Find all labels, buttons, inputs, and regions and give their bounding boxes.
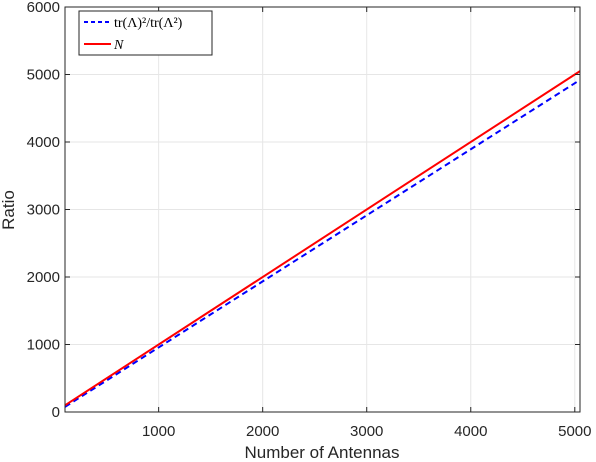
x-axis-ticks: 1000 2000 3000 4000 5000 bbox=[142, 7, 591, 440]
series-line-1 bbox=[64, 70, 581, 407]
x-axis-label: Number of Antennas bbox=[245, 443, 400, 462]
x-tick-label: 3000 bbox=[350, 423, 383, 440]
y-tick-label: 4000 bbox=[27, 134, 60, 151]
y-axis-label: Ratio bbox=[0, 190, 18, 230]
y-tick-label: 5000 bbox=[27, 67, 60, 84]
legend-box bbox=[78, 10, 213, 56]
legend: tr(Λ)²/tr(Λ²) N bbox=[78, 10, 213, 56]
series-group bbox=[64, 70, 581, 408]
y-tick-label: 0 bbox=[52, 404, 60, 421]
y-axis-ticks: 0 1000 2000 3000 4000 5000 6000 bbox=[27, 0, 580, 421]
series-line-0 bbox=[64, 79, 581, 408]
x-tick-label: 1000 bbox=[142, 423, 175, 440]
x-tick-label: 2000 bbox=[246, 423, 279, 440]
y-tick-label: 3000 bbox=[27, 202, 60, 219]
y-tick-label: 6000 bbox=[27, 0, 60, 16]
y-tick-label: 1000 bbox=[27, 337, 60, 354]
legend-label-tr-ratio: tr(Λ)²/tr(Λ²) bbox=[114, 16, 183, 31]
x-tick-label: 5000 bbox=[558, 423, 591, 440]
legend-label-n: N bbox=[113, 38, 124, 53]
y-tick-label: 2000 bbox=[27, 269, 60, 286]
x-tick-label: 4000 bbox=[454, 423, 487, 440]
